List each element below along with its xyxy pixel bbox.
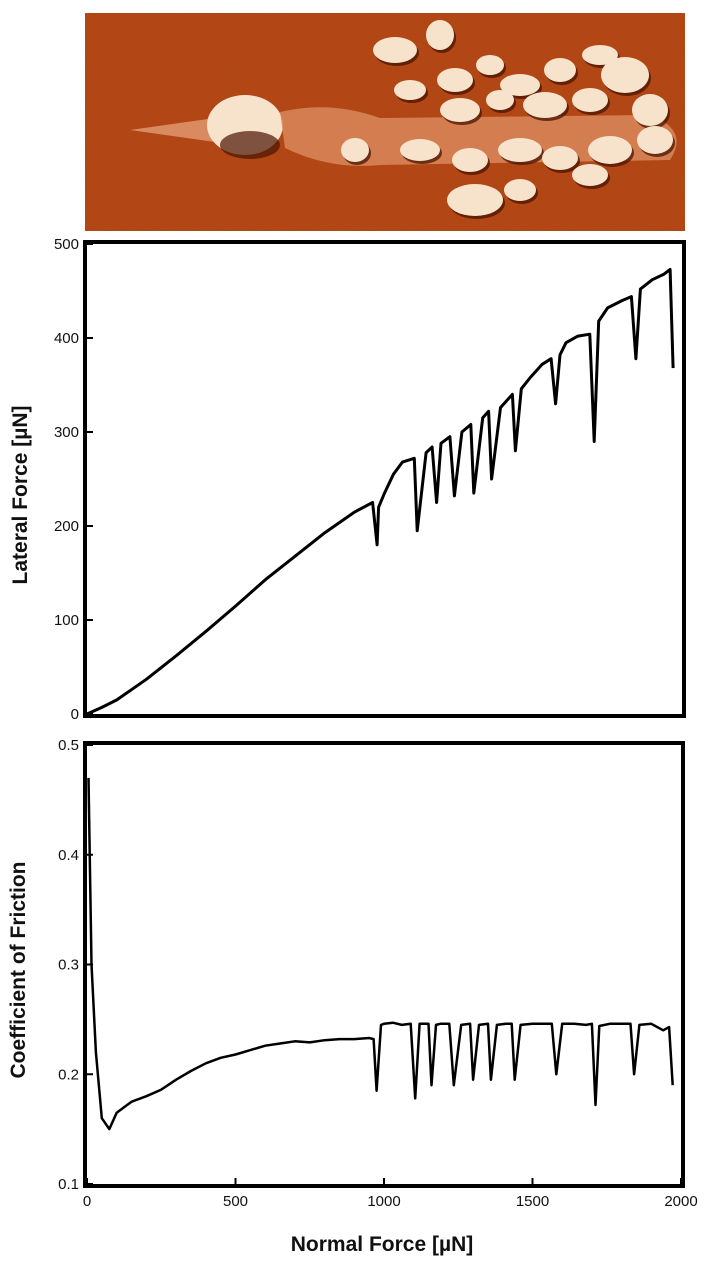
afm-groove — [280, 107, 677, 166]
afm-indent-shadow — [220, 131, 280, 159]
afm-debris-particle — [373, 37, 417, 63]
afm-debris-particle — [437, 68, 473, 92]
lateral-force-plot-frame — [83, 240, 686, 718]
lateral-force-y-tick-labels: 0 100 200 300 400 500 — [54, 236, 79, 723]
afm-debris-particle — [637, 126, 673, 154]
afm-debris-particle — [572, 88, 608, 112]
afm-debris-particle — [476, 55, 504, 75]
x-tick-label: 2000 — [664, 1193, 697, 1210]
afm-debris-particle — [447, 184, 503, 216]
afm-debris-particle — [452, 148, 488, 172]
afm-debris-particle — [486, 90, 514, 110]
y-tick-label: 400 — [54, 330, 79, 347]
afm-track-tail — [130, 118, 215, 142]
y-tick-label: 200 — [54, 518, 79, 535]
y-tick-label: 500 — [54, 236, 79, 253]
afm-scratch-track — [130, 20, 677, 219]
x-tick-label: 0 — [83, 1193, 91, 1210]
friction-panel: 0.1 0.2 0.3 0.4 0.5 0 500 1000 1500 2000 Coeffic… — [7, 737, 698, 1256]
lateral-force-y-ticks — [87, 243, 93, 715]
y-tick-label: 0.1 — [58, 1176, 79, 1193]
afm-debris-particle — [400, 139, 440, 161]
lateral-force-axis-title: Lateral Force [µN] — [9, 406, 32, 585]
x-tick-label: 1000 — [367, 1193, 400, 1210]
x-tick-label: 1500 — [516, 1193, 549, 1210]
friction-axis-title: Coefficient of Friction — [7, 862, 30, 1079]
afm-debris-particle — [523, 92, 567, 118]
afm-debris-particle — [498, 138, 542, 162]
afm-debris-particle — [572, 164, 608, 186]
friction-plot-frame — [83, 741, 685, 1188]
afm-debris-particle — [542, 146, 578, 170]
y-tick-label: 0.4 — [58, 847, 79, 864]
friction-axis-ticks — [86, 744, 682, 1185]
afm-debris-particle — [394, 80, 426, 100]
y-tick-label: 0.5 — [58, 737, 79, 754]
afm-debris-particle — [588, 136, 632, 164]
afm-scratch-image — [85, 13, 685, 231]
afm-debris-particle — [341, 138, 369, 162]
lateral-force-series — [86, 267, 675, 716]
normal-force-x-tick-labels: 0 500 1000 1500 2000 — [83, 1193, 698, 1210]
y-tick-label: 0 — [71, 706, 79, 723]
x-tick-label: 500 — [223, 1193, 248, 1210]
afm-debris-particle — [426, 20, 454, 50]
y-tick-label: 0.2 — [58, 1066, 79, 1083]
afm-debris-particle — [544, 58, 576, 82]
friction-y-tick-labels: 0.1 0.2 0.3 0.4 0.5 — [58, 737, 79, 1193]
friction-coefficient-series — [87, 777, 674, 1131]
afm-debris-particle — [632, 94, 668, 126]
afm-debris-particle — [500, 74, 540, 96]
y-tick-label: 0.3 — [58, 957, 79, 974]
lateral-force-panel: 0 100 200 300 400 500 Lateral Force [µN] — [9, 236, 686, 723]
normal-force-axis-title: Normal Force [µN] — [291, 1233, 473, 1256]
afm-debris-particle — [582, 45, 618, 65]
afm-debris-particle — [440, 98, 480, 122]
y-tick-label: 300 — [54, 424, 79, 441]
afm-debris-particle — [504, 179, 536, 201]
y-tick-label: 100 — [54, 612, 79, 629]
afm-debris-particle — [601, 57, 649, 93]
